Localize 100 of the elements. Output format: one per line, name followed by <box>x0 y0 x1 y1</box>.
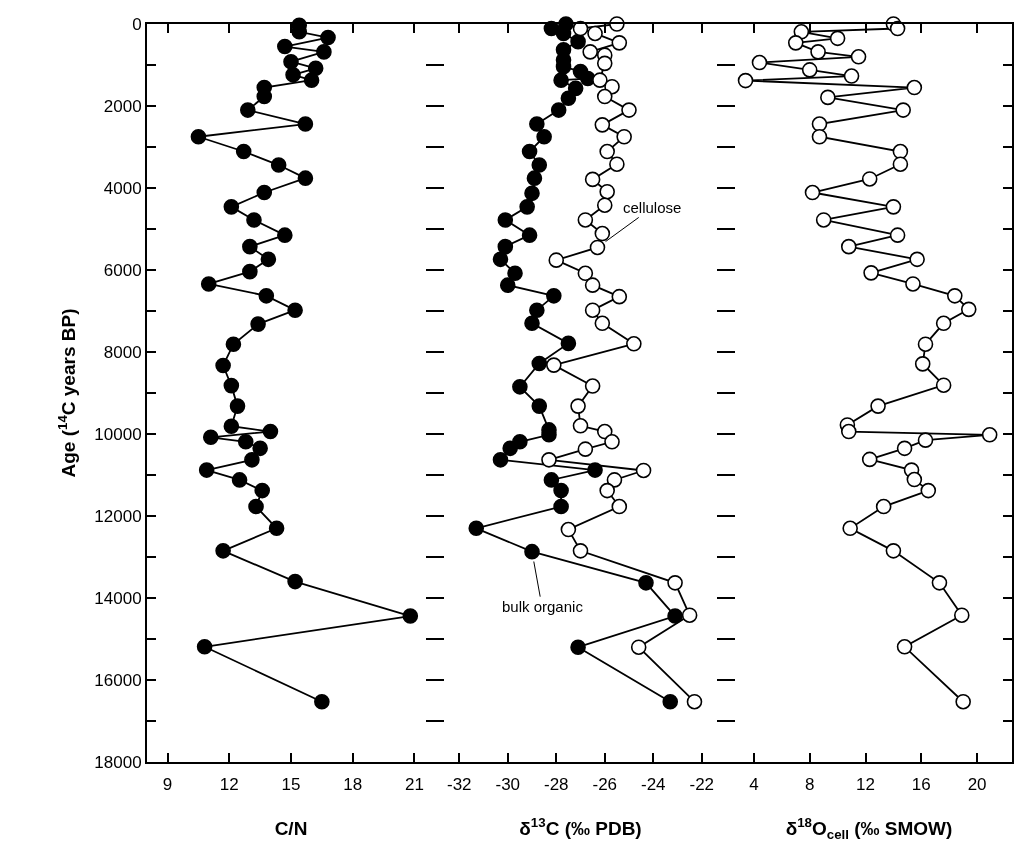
point <box>524 315 540 332</box>
point <box>947 288 963 304</box>
point <box>885 543 902 559</box>
point <box>572 543 589 559</box>
point <box>895 102 911 118</box>
point <box>287 573 303 590</box>
point <box>560 90 577 106</box>
point <box>507 265 523 282</box>
point <box>596 197 613 214</box>
x-tick-label: -28 <box>543 775 569 795</box>
point <box>609 156 625 173</box>
point <box>584 378 601 394</box>
point <box>529 302 545 318</box>
series-label: bulk organic <box>502 598 584 615</box>
point <box>198 462 215 478</box>
y-tick-label: 18000 <box>94 752 142 772</box>
point <box>258 288 275 304</box>
point <box>840 238 857 255</box>
point <box>553 498 569 515</box>
x-axis-title: δ$^{13}$C (‰ PDB) <box>519 814 642 839</box>
point <box>297 116 314 132</box>
point <box>892 156 909 173</box>
point <box>541 452 557 468</box>
point <box>751 54 768 71</box>
point <box>402 608 419 624</box>
point <box>616 128 632 145</box>
point <box>840 423 857 440</box>
point <box>524 185 540 202</box>
point <box>200 276 217 292</box>
x-tick-label: 12 <box>219 775 239 795</box>
point <box>611 288 628 305</box>
point <box>546 288 562 304</box>
point <box>905 276 921 292</box>
point <box>599 482 615 499</box>
point <box>553 72 569 88</box>
point <box>584 302 601 318</box>
point <box>737 72 754 89</box>
point <box>596 55 613 72</box>
point <box>861 171 878 187</box>
point <box>555 25 572 42</box>
point <box>560 335 577 352</box>
point <box>960 301 977 318</box>
point <box>283 53 299 70</box>
point <box>570 33 586 50</box>
point <box>546 357 562 373</box>
point <box>596 423 613 440</box>
point <box>223 418 240 434</box>
point <box>892 143 909 160</box>
point <box>584 171 601 188</box>
point <box>223 199 240 215</box>
point <box>202 429 219 446</box>
point <box>804 184 821 201</box>
y-tick-label: 0 <box>132 14 142 34</box>
point <box>599 143 615 160</box>
point <box>811 128 828 145</box>
point <box>896 638 913 655</box>
point <box>246 212 262 228</box>
x-tick-label: 15 <box>281 775 301 795</box>
y-tick-label: 10000 <box>94 424 142 444</box>
point <box>914 356 931 372</box>
point <box>553 482 569 499</box>
point <box>953 607 970 624</box>
y-tick-label: 6000 <box>103 260 142 280</box>
point <box>587 25 603 42</box>
point <box>621 102 637 118</box>
point <box>870 398 886 414</box>
point <box>906 471 923 488</box>
x-tick-label: 18 <box>343 775 363 795</box>
point <box>843 68 860 84</box>
point <box>492 452 509 468</box>
point <box>829 30 846 47</box>
x-axis-title: δ$^{18}$O$_{cell}$ (‰ SMOW) <box>785 814 953 842</box>
point <box>787 35 804 51</box>
point <box>686 693 703 710</box>
point <box>531 157 548 173</box>
point <box>626 336 642 352</box>
point <box>885 199 902 215</box>
point <box>277 227 293 243</box>
point <box>570 398 586 414</box>
point <box>810 44 826 60</box>
point <box>667 575 683 591</box>
x-tick-label: -32 <box>446 775 472 795</box>
point <box>955 693 971 710</box>
point <box>499 277 516 293</box>
point <box>262 423 279 440</box>
point <box>242 263 258 280</box>
point <box>935 315 952 332</box>
point <box>596 88 613 105</box>
point <box>285 67 301 83</box>
point <box>917 336 934 352</box>
point <box>531 355 548 372</box>
point <box>662 693 679 710</box>
point <box>638 575 654 591</box>
point <box>889 227 906 243</box>
x-tick-label: -24 <box>640 775 666 795</box>
point <box>584 277 601 293</box>
point <box>570 639 586 655</box>
y-tick-label: 14000 <box>94 588 142 608</box>
y-tick-label: 2000 <box>103 96 142 116</box>
x-tick-label: -26 <box>592 775 618 795</box>
